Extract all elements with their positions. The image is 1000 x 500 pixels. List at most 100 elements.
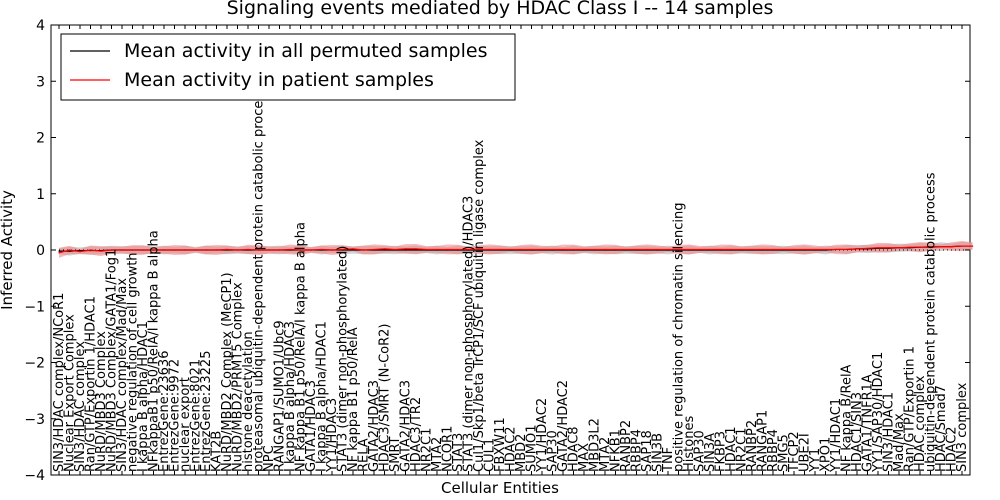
category-label: NCOR1: [441, 426, 456, 472]
category-label: Nuclear Export Complex: [63, 314, 78, 472]
permuted-point: [79, 249, 81, 252]
patient-point: [751, 248, 753, 251]
patient-point: [215, 249, 218, 251]
patient-point: [89, 249, 92, 251]
patient-point: [205, 249, 207, 251]
category-label: YY1/HDAC1: [829, 398, 844, 473]
category-label: NuRD/MBD3 Complex: [94, 331, 109, 472]
category-label: FKBP3: [714, 431, 729, 472]
patient-point: [782, 248, 785, 251]
category-label: HDAC2: [945, 426, 960, 472]
category-label: NuRD/MBD2/PRMT5 Complex: [231, 282, 246, 472]
category-label: Mad/Max: [892, 413, 907, 472]
patient-point: [530, 248, 533, 251]
category-label: SIN3A: [703, 433, 718, 472]
category-label: proteasomal ubiquitin-dependent protein …: [252, 87, 267, 472]
category-label: GATA2/HDAC2: [556, 380, 571, 472]
patient-point: [614, 248, 617, 251]
category-label: RBBP4: [630, 429, 645, 472]
patient-point: [383, 248, 386, 250]
category-label: TNF: [661, 447, 676, 473]
patient-point: [79, 251, 81, 253]
legend: Mean activity in all permuted samples Me…: [60, 33, 516, 101]
category-label: MTA2: [598, 437, 613, 472]
patient-point: [163, 249, 165, 251]
patient-point: [667, 248, 669, 251]
category-label: NuRD/MBD2 Complex (MeCP1): [220, 272, 235, 472]
patient-point: [919, 246, 921, 248]
patient-point: [404, 248, 407, 250]
category-label: EntrezGene:23225: [199, 351, 214, 472]
category-label: SIN3B: [651, 433, 666, 472]
category-label: YY1: [808, 448, 823, 473]
y-tick-label: −1: [24, 299, 45, 315]
patient-point: [646, 248, 648, 251]
category-label: RANGAP1: [756, 410, 771, 472]
category-label: negative regulation of cell growth: [126, 252, 141, 472]
patient-point: [131, 249, 134, 251]
category-label: MTA2: [430, 437, 445, 472]
permuted-point: [352, 249, 354, 251]
patient-point: [425, 248, 428, 251]
y-tick-label: 4: [36, 18, 45, 34]
patient-point: [488, 248, 491, 251]
patient-point: [814, 248, 816, 251]
y-tick-label: 1: [36, 187, 45, 203]
category-label: EntrezGene:23636: [157, 351, 172, 472]
category-label: TFCP2: [787, 431, 802, 473]
patient-point: [173, 249, 176, 251]
category-label: SMRT: [388, 436, 403, 472]
legend-box: [60, 33, 516, 101]
patient-point: [499, 248, 501, 251]
patient-point: [394, 248, 396, 251]
category-label: HDAC2: [504, 426, 519, 472]
category-label: SAP18: [640, 430, 655, 472]
category-label: NPC: [262, 445, 277, 472]
category-label: STAT3 (dimer non-phosphorylated)/HDAC3: [462, 196, 477, 472]
y-tick-label: −4: [24, 468, 45, 484]
category-label: YY1/HDAC2: [535, 398, 550, 473]
patient-point: [541, 248, 543, 251]
category-label: SAP30: [693, 430, 708, 472]
patient-point: [268, 249, 270, 251]
patient-point: [478, 248, 480, 251]
patient-point: [257, 249, 260, 251]
category-label: Ran/GTP/Exportin 1: [903, 346, 918, 472]
category-label: XPO1: [819, 437, 834, 472]
category-label: GATA1/HDAC3: [304, 380, 319, 472]
patient-point: [58, 252, 60, 254]
category-label: YY1/SAP30/HDAC1: [871, 352, 886, 473]
chart-title: Signaling events mediated by HDAC Class …: [227, 0, 774, 19]
plot-area: −4 −3 −2 −1 0 1 2 3 4 SIN3/HDAC complex/NCoR1Nuc…: [24, 18, 974, 484]
patient-point: [656, 248, 659, 251]
x-axis-title: Cellular Entities: [441, 479, 559, 497]
patient-point: [971, 245, 974, 247]
patient-point: [835, 248, 837, 251]
category-label: NFkappaB1 p50/RelA/I kappa B alpha: [147, 230, 162, 472]
patient-point: [877, 247, 879, 249]
patient-point: [194, 249, 197, 251]
category-label: HDAC1: [724, 426, 739, 472]
category-label: HDAC3/TR2: [409, 397, 424, 472]
patient-mean-line: [58, 245, 973, 254]
category-label: FBXW11: [493, 417, 508, 472]
category-label: KAT2B: [210, 431, 225, 472]
legend-label-permuted: Mean activity in all permuted samples: [124, 40, 487, 62]
category-label: SIN3/HDAC complex: [73, 341, 88, 472]
patient-point: [635, 248, 638, 251]
category-label: RELA: [357, 438, 372, 472]
category-label: MBD2: [514, 434, 529, 472]
category-label: CUL1: [483, 438, 498, 472]
category-label: HDAC8: [567, 426, 582, 472]
patient-point: [803, 248, 806, 251]
category-label: SIN3/HDAC1: [882, 392, 897, 472]
patient-point: [961, 245, 963, 247]
category-label: Ran/GTP/Exportin 1/HDAC1: [84, 296, 99, 472]
category-label: NR2C1: [735, 428, 750, 472]
category-label: GATA2/HDAC3: [367, 380, 382, 472]
category-label: SIN3 complex: [955, 382, 970, 472]
permuted-point: [415, 249, 417, 251]
category-label: histone deacetylation: [241, 331, 256, 472]
category-label: EntrezGene:9972: [168, 359, 183, 472]
permuted-point: [58, 250, 60, 252]
